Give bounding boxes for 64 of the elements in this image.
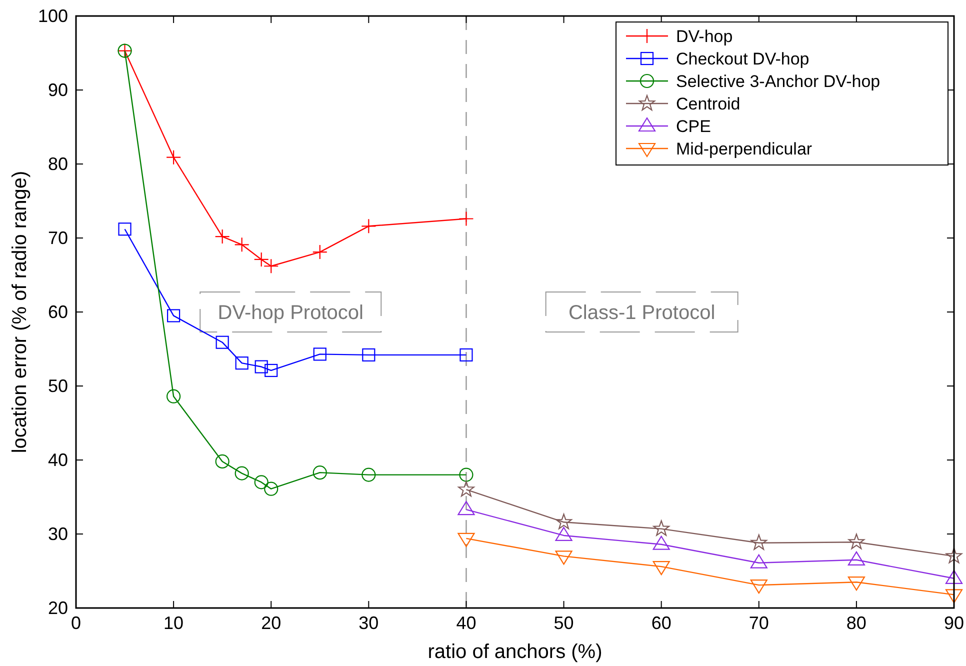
x-tick-label: 40	[456, 613, 476, 633]
x-tick-label: 20	[261, 613, 282, 633]
point	[459, 468, 474, 482]
point	[312, 466, 327, 480]
y-tick-label: 60	[48, 302, 68, 322]
x-tick-label: 50	[554, 613, 574, 633]
y-tick-label: 40	[48, 450, 68, 470]
legend-label: Checkout DV-hop	[676, 50, 810, 68]
point	[652, 536, 670, 550]
legend-label: CPE	[676, 117, 711, 136]
point	[848, 551, 865, 566]
legend-label: Selective 3-Anchor DV-hop	[676, 72, 880, 91]
point	[254, 360, 268, 374]
x-tick-label: 90	[944, 613, 964, 633]
point	[234, 237, 250, 252]
point	[555, 526, 572, 542]
point	[362, 468, 376, 482]
point	[215, 454, 230, 469]
point	[214, 228, 230, 244]
point	[264, 482, 278, 496]
point	[653, 520, 670, 536]
point	[312, 244, 328, 260]
annotation: DV-hop Protocol	[218, 302, 364, 324]
y-tick-label: 30	[48, 524, 68, 544]
point	[361, 218, 376, 234]
y-tick-label: 90	[48, 80, 68, 100]
x-tick-label: 10	[164, 613, 184, 633]
point	[458, 211, 474, 226]
point	[166, 150, 182, 165]
x-axis-title: ratio of anchors (%)	[428, 641, 602, 663]
y-tick-label: 50	[48, 376, 68, 396]
point	[750, 554, 768, 568]
x-tick-label: 70	[748, 613, 769, 633]
y-tick-label: 100	[38, 6, 68, 26]
y-tick-label: 80	[48, 154, 68, 174]
point	[946, 548, 962, 564]
point	[362, 348, 376, 362]
y-tick-label: 20	[48, 598, 68, 618]
point	[313, 348, 326, 361]
point	[750, 534, 768, 550]
x-tick-label: 0	[70, 613, 82, 633]
point	[166, 389, 181, 404]
point	[216, 336, 229, 349]
point	[460, 348, 473, 362]
point	[167, 309, 180, 322]
point	[458, 501, 475, 516]
y-axis-title: location error (% of radio range)	[9, 170, 31, 454]
legend-label: DV-hop	[676, 27, 733, 46]
legend-label: Centroid	[676, 94, 740, 114]
legend-label: Mid-perpendicular	[676, 140, 812, 158]
point	[458, 481, 474, 497]
point	[556, 514, 572, 530]
annotation: Class-1 Protocol	[568, 302, 716, 324]
point	[234, 466, 249, 480]
point	[848, 534, 865, 550]
x-tick-label: 60	[651, 613, 672, 633]
point	[254, 475, 268, 490]
y-tick-label: 70	[48, 228, 68, 248]
point	[118, 222, 132, 236]
x-tick-label: 30	[358, 613, 379, 633]
point	[945, 570, 963, 584]
point	[264, 364, 278, 378]
point	[235, 356, 248, 370]
x-tick-label: 80	[846, 613, 866, 633]
